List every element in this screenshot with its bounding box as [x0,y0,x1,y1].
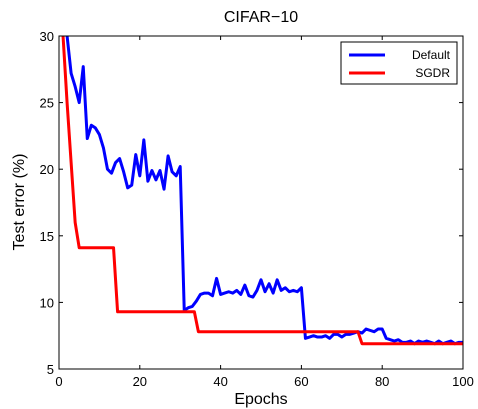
y-tick-label: 20 [40,162,54,177]
legend-label-sgdr: SGDR [415,66,450,80]
legend: Default SGDR [340,41,458,85]
y-tick-label: 10 [40,295,54,310]
plot-frame [58,35,464,370]
chart-title: CIFAR−10 [224,9,298,26]
x-tick-label: 0 [55,374,62,389]
plot-background [59,36,463,369]
y-tick-label: 25 [40,96,54,111]
x-tick-label: 60 [294,374,308,389]
series-line-sgdr [61,35,463,346]
legend-label-default: Default [412,48,451,62]
x-tick-label: 100 [452,374,474,389]
ticks-layer: 0 20 40 60 80 100 5 10 15 20 25 30 [40,29,474,389]
y-tick-label: 30 [40,29,54,44]
series-layer [61,35,463,346]
y-tick-label: 5 [47,362,54,377]
series-line-default [65,35,463,346]
y-axis-label: Test error (%) [11,154,28,251]
legend-box [340,41,458,85]
y-tick-label: 15 [40,229,54,244]
x-tick-label: 80 [375,374,389,389]
x-axis-label: Epochs [234,391,287,408]
x-tick-label: 20 [133,374,147,389]
x-tick-label: 40 [213,374,227,389]
